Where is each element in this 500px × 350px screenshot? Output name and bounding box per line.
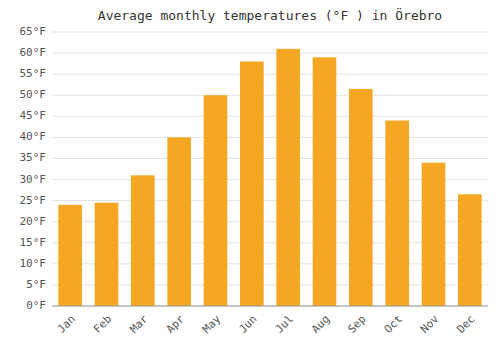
x-tick-label: Apr [164,312,188,336]
y-tick-label: 5°F [26,278,46,291]
x-tick-label: Jun [236,313,259,336]
y-tick-label: 25°F [20,194,47,207]
x-tick-label: Feb [91,313,114,336]
y-tick-label: 30°F [20,173,47,186]
bar [276,49,300,306]
x-tick-label: Oct [382,313,405,336]
y-tick-label: 0°F [26,299,46,312]
y-axis: 0°F 5°F 10°F 15°F 20°F 25°F 30°F 35°F 40°F 45°F 50… [20,25,47,312]
bar [313,57,337,306]
y-tick-label: 65°F [20,25,47,38]
x-axis: Jan Feb Mar Apr May Jun Jul Aug Sep Oct Nov Dec [55,312,478,336]
bar [240,62,264,306]
y-tick-label: 40°F [20,130,47,143]
bar [204,95,228,306]
grid-line [52,53,488,54]
bar [167,137,191,306]
y-tick-label: 10°F [20,257,47,270]
bar [422,163,446,306]
y-tick-label: 55°F [20,67,47,80]
bar [385,121,409,306]
y-tick-label: 15°F [20,236,47,249]
bars [58,49,481,306]
title: Average monthly temperatures (°F ) in Ör… [98,7,442,23]
page: {"chart_data": {"type": "bar", "title": … [0,0,500,350]
grid-line [52,306,488,307]
bar [458,194,482,306]
grid-line [52,95,488,96]
y-tick-label: 20°F [20,215,47,228]
grid-line [52,137,488,138]
bar [131,175,155,306]
x-tick-label: Aug [309,313,332,336]
x-tick-label: Sep [345,313,368,336]
y-tick-label: 35°F [20,151,47,164]
x-tick-label: May [200,312,224,336]
grid-line [52,158,488,159]
x-axis-line [52,306,488,307]
x-tick-label: Mar [127,312,151,336]
grid-line [52,32,488,33]
grid-line [52,116,488,117]
bar [95,203,119,306]
chart: 0°F 5°F 10°F 15°F 20°F 25°F 30°F 35°F 40°F 45°F 50… [0,0,500,350]
y-tick-label: 50°F [20,88,47,101]
bar [349,89,373,306]
x-tick-label: Nov [418,312,442,336]
x-tick-label: Dec [454,313,477,336]
x-tick-label: Jan [55,313,78,336]
y-tick-label: 60°F [20,46,47,59]
grid-line [52,74,488,75]
y-tick-label: 45°F [20,109,47,122]
grid [52,32,488,306]
x-tick-label: Jul [273,313,296,336]
bar [58,205,82,306]
